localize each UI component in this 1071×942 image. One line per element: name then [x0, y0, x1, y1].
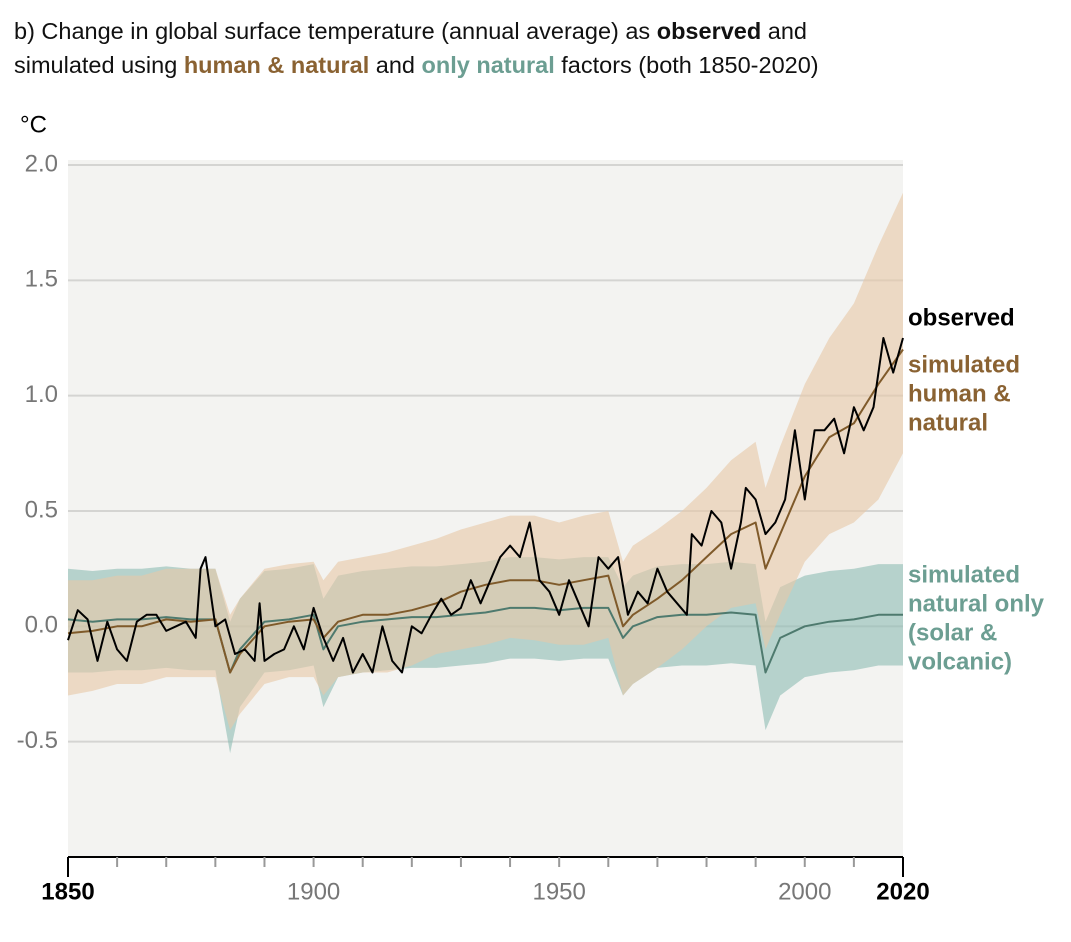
legend-label: natural only [908, 590, 1045, 617]
title-text: and [761, 18, 807, 44]
x-tick-label: 2000 [778, 878, 831, 905]
title-natural: only natural [421, 52, 555, 78]
y-tick-label: 0.0 [25, 612, 58, 639]
series-line [67, 337, 904, 674]
legend-label: observed [908, 304, 1015, 331]
title-text: simulated using [14, 52, 184, 78]
title-human: human & natural [183, 52, 370, 78]
legend-label: natural [908, 409, 988, 436]
y-axis-label: °C [20, 111, 47, 138]
legend-label: simulated [908, 351, 1020, 378]
y-tick-label: 1.0 [25, 381, 58, 408]
y-tick-label: 0.5 [25, 496, 58, 523]
title-text: factors (both 1850-2020) [554, 52, 819, 78]
legend-label: (solar & [908, 619, 997, 646]
title-observed: observed [656, 18, 762, 44]
lines [67, 337, 904, 674]
y-tick-label: 2.0 [25, 150, 58, 177]
series-line [67, 348, 904, 674]
y-tick-label: 1.5 [25, 266, 58, 293]
legend-label: simulated [908, 561, 1020, 588]
legend-label: volcanic) [908, 648, 1012, 675]
x-tick-label: 1900 [287, 878, 340, 905]
x-tick-label: 1950 [532, 878, 585, 905]
x-tick-label: 1850 [41, 878, 94, 905]
title-text: and [369, 52, 422, 78]
legend-label: human & [908, 380, 1011, 407]
uncertainty-band [68, 192, 903, 731]
chart-title: b) Change in global surface temperature … [14, 14, 819, 82]
bands [68, 192, 903, 754]
x-tick-label: 2020 [876, 878, 929, 905]
y-tick-label: -0.5 [17, 727, 58, 754]
title-text: b) Change in global surface temperature … [14, 18, 657, 44]
